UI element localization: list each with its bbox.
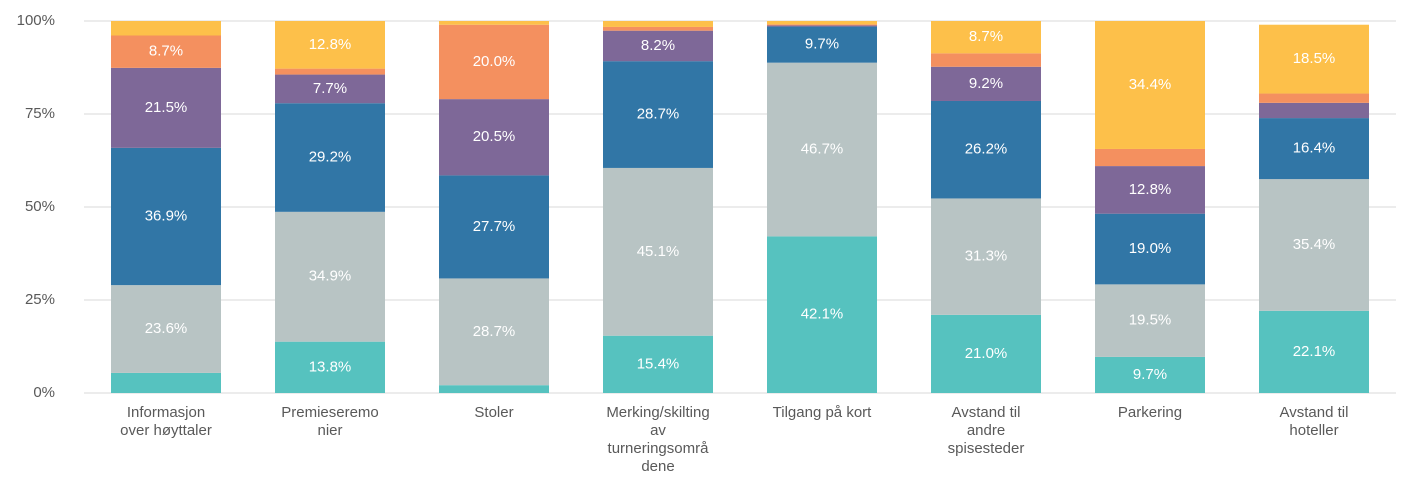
x-tick-label: Avstand til hoteller bbox=[1279, 404, 1349, 439]
data-label: 19.0% bbox=[1129, 240, 1172, 257]
data-label: 35.4% bbox=[1293, 236, 1336, 253]
bar-segment bbox=[767, 62, 877, 237]
x-tick-label: Premieseremonier bbox=[281, 404, 379, 439]
data-label: 28.7% bbox=[473, 323, 516, 340]
data-label: 12.8% bbox=[1129, 181, 1172, 198]
data-label: 19.5% bbox=[1129, 312, 1172, 329]
data-label: 34.9% bbox=[309, 268, 352, 285]
bar-segment bbox=[275, 21, 385, 69]
bar-segment bbox=[931, 314, 1041, 393]
data-label: 36.9% bbox=[145, 207, 188, 224]
data-label: 46.7% bbox=[801, 140, 844, 157]
x-tick-label: Stoler bbox=[474, 404, 514, 421]
bar-segment bbox=[111, 285, 221, 373]
bar-segment bbox=[439, 278, 549, 386]
bar-segment bbox=[1095, 213, 1205, 285]
data-label: 9.7% bbox=[805, 36, 839, 53]
bar-segment bbox=[1259, 93, 1369, 103]
bar-segment bbox=[111, 372, 221, 393]
y-tick-label: 50% bbox=[25, 198, 55, 215]
data-label: 15.4% bbox=[637, 355, 680, 372]
x-tick-label: Parkering bbox=[1117, 404, 1183, 421]
bar-segment bbox=[603, 167, 713, 336]
bar-segment bbox=[439, 385, 549, 393]
bar-segment bbox=[1095, 284, 1205, 357]
data-label: 9.7% bbox=[1133, 366, 1167, 383]
data-label: 16.4% bbox=[1293, 140, 1336, 157]
data-label: 29.2% bbox=[309, 148, 352, 165]
bar-segment bbox=[439, 24, 549, 100]
bar-segment bbox=[603, 26, 713, 31]
bar-segment bbox=[439, 99, 549, 176]
data-label: 18.5% bbox=[1293, 50, 1336, 67]
bar-segment bbox=[603, 21, 713, 27]
data-label: 34.4% bbox=[1129, 76, 1172, 93]
bar-segment bbox=[111, 67, 221, 148]
bar-segment bbox=[275, 103, 385, 212]
bar-segment bbox=[931, 100, 1041, 199]
data-label: 31.3% bbox=[965, 248, 1008, 265]
bar-segment bbox=[439, 21, 549, 25]
y-tick-label: 0% bbox=[33, 384, 55, 401]
bar-segment bbox=[1259, 310, 1369, 393]
data-label: 8.7% bbox=[149, 43, 183, 60]
bar-segment bbox=[1259, 118, 1369, 180]
data-label: 22.1% bbox=[1293, 343, 1336, 360]
data-label: 8.7% bbox=[969, 28, 1003, 45]
bar-segment bbox=[275, 211, 385, 342]
bar-segment bbox=[1259, 102, 1369, 119]
data-label: 20.5% bbox=[473, 128, 516, 145]
data-label: 12.8% bbox=[309, 36, 352, 53]
bar-segment bbox=[1259, 179, 1369, 311]
bar-segment bbox=[275, 68, 385, 75]
bar-segment bbox=[439, 175, 549, 279]
data-label: 21.0% bbox=[965, 345, 1008, 362]
bar-segment bbox=[931, 53, 1041, 67]
bar-segment bbox=[767, 26, 877, 63]
bar-segment bbox=[931, 66, 1041, 101]
bar-segment bbox=[767, 236, 877, 393]
bar-segment bbox=[767, 21, 877, 25]
bar-segment bbox=[111, 21, 221, 36]
data-label: 21.5% bbox=[145, 99, 188, 116]
bar-segment bbox=[603, 335, 713, 393]
bar-segment bbox=[767, 25, 877, 27]
data-label: 8.2% bbox=[641, 37, 675, 54]
data-label: 20.0% bbox=[473, 53, 516, 70]
data-label: 26.2% bbox=[965, 141, 1008, 158]
bar-segment bbox=[1259, 24, 1369, 94]
bar-segment bbox=[1095, 21, 1205, 149]
bar-segment bbox=[603, 30, 713, 62]
x-tick-label: Informasjon over høyttaler bbox=[120, 404, 212, 439]
x-tick-label: Avstand til andre spisesteder bbox=[947, 404, 1025, 457]
bar-segment bbox=[1095, 148, 1205, 167]
y-tick-label: 75% bbox=[25, 105, 55, 122]
x-tick-label: Merking/skilting av turneringsområdene bbox=[606, 404, 710, 475]
bar-segment bbox=[111, 147, 221, 286]
bar-segment bbox=[931, 198, 1041, 315]
data-label: 23.6% bbox=[145, 320, 188, 337]
bar-segment bbox=[767, 24, 877, 26]
bar-segment bbox=[931, 21, 1041, 54]
data-label: 9.2% bbox=[969, 75, 1003, 92]
y-tick-label: 100% bbox=[17, 12, 55, 29]
x-tick-label: Tilgang på kort bbox=[772, 404, 872, 421]
data-label: 42.1% bbox=[801, 306, 844, 323]
bar-segment bbox=[1095, 356, 1205, 393]
data-label: 27.7% bbox=[473, 218, 516, 235]
data-label: 28.7% bbox=[637, 106, 680, 123]
data-label: 7.7% bbox=[313, 80, 347, 97]
bar-segment bbox=[275, 341, 385, 393]
bar-segment bbox=[275, 74, 385, 104]
y-tick-label: 25% bbox=[25, 291, 55, 308]
bar-segment bbox=[1095, 166, 1205, 214]
bar-segment bbox=[111, 35, 221, 68]
data-label: 13.8% bbox=[309, 358, 352, 375]
data-label: 45.1% bbox=[637, 243, 680, 260]
bar-segment bbox=[603, 61, 713, 168]
